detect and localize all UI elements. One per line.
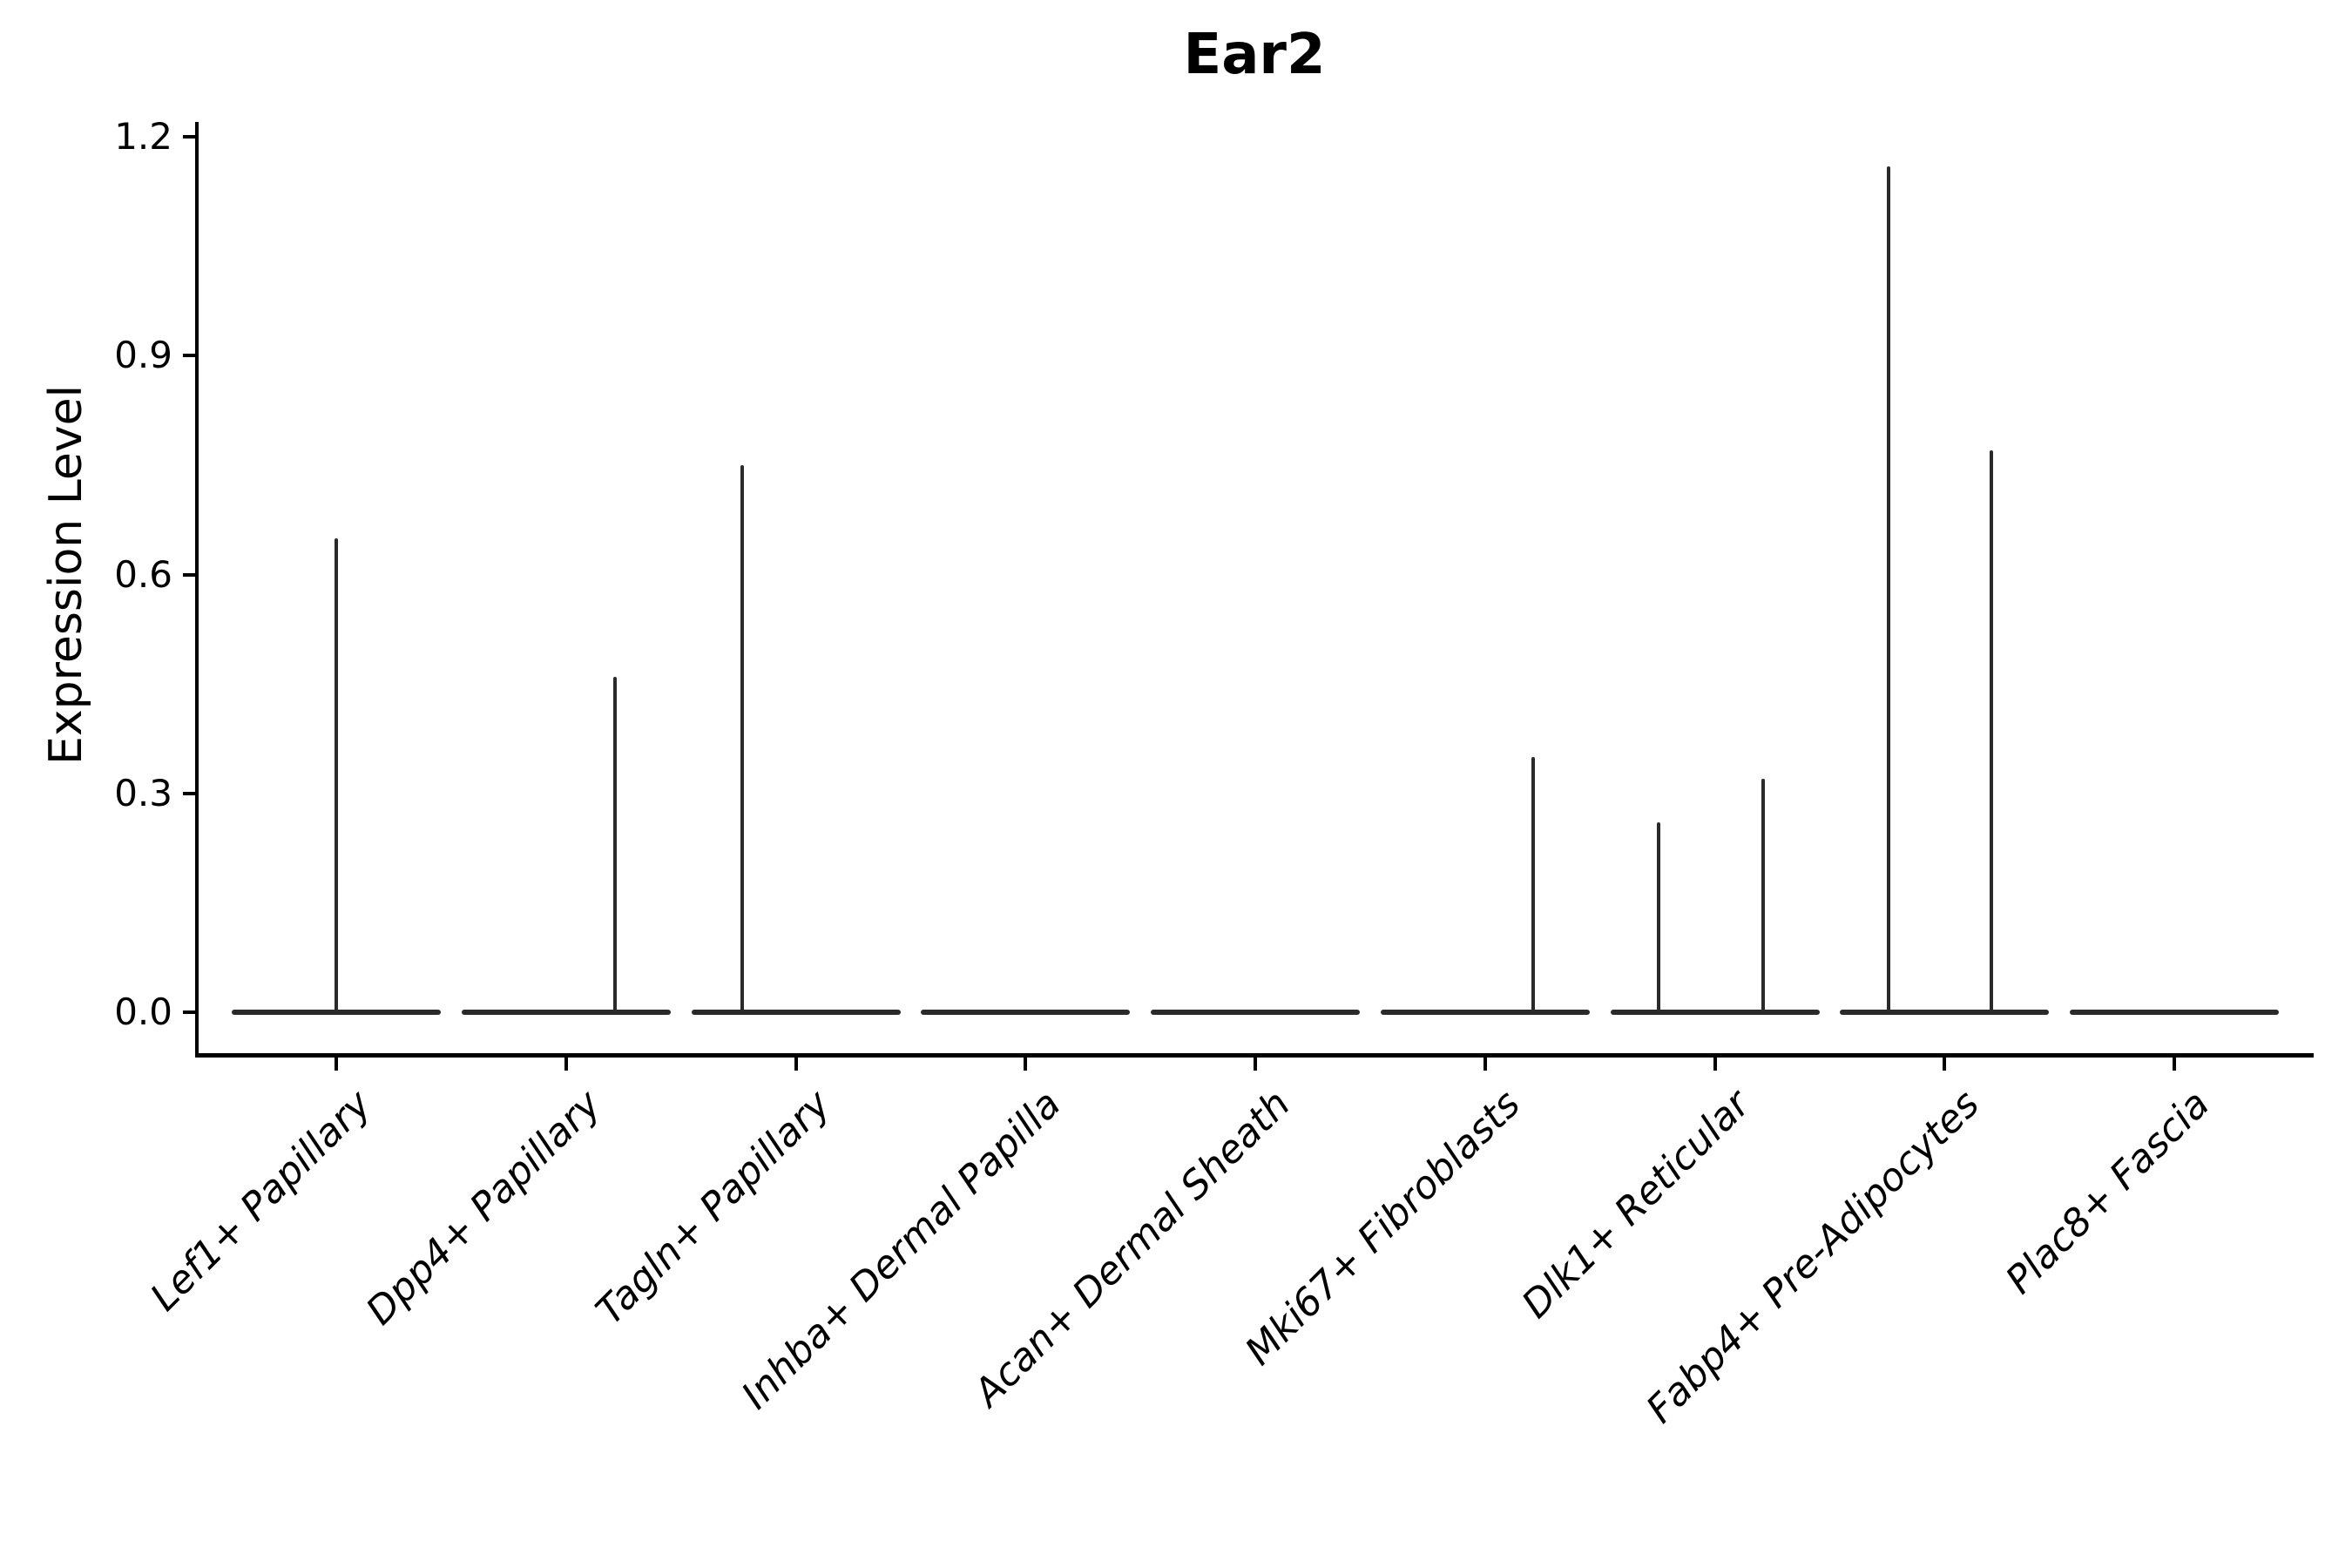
x-tick-label: Lef1+ Papillary [141,1081,380,1320]
y-tick [183,135,195,139]
x-tick [1254,1058,1257,1071]
y-tick [183,354,195,358]
y-tick-label: 0.0 [114,990,172,1033]
y-axis-spine [195,122,199,1058]
x-tick-label: Tagln+ Papillary [587,1081,840,1334]
violin-spike [740,464,744,1015]
violin-spike [335,537,338,1015]
violin-base-bar [921,1010,1131,1015]
chart-title: Ear2 [1183,23,1326,87]
violin-base-bar [691,1010,901,1015]
x-tick [2173,1058,2176,1071]
violin-spike [1887,166,1891,1015]
violin-base-bar [1610,1010,1820,1015]
violin-base-bar [1151,1010,1360,1015]
violin-base-bar [461,1010,671,1015]
violin-spike [613,676,618,1015]
y-tick [183,791,195,795]
x-tick [1943,1058,1947,1071]
violin-spike [1531,756,1536,1015]
violin-spike [1990,450,1994,1015]
x-tick-label: Dpp4+ Papillary [357,1081,610,1334]
x-tick [564,1058,568,1071]
x-tick [1483,1058,1487,1071]
x-tick [794,1058,798,1071]
x-tick [1024,1058,1028,1071]
violin-spike [1657,822,1661,1015]
violin-base-bar [2070,1010,2279,1015]
x-axis-spine [195,1053,2314,1058]
violin-base-bar [1380,1010,1590,1015]
y-tick-label: 0.3 [114,771,172,814]
x-tick-label: Plac8+ Fascia [1997,1081,2218,1303]
y-tick [183,572,195,577]
x-tick [335,1058,338,1071]
violin-base-bar [1840,1010,2050,1015]
violin-spike [1761,779,1765,1015]
x-tick-label: Dlk1+ Reticular [1513,1081,1759,1328]
y-tick-label: 1.2 [114,115,172,158]
y-axis-label: Expression Level [40,384,92,766]
x-tick [1713,1058,1717,1071]
y-tick [183,1010,195,1014]
y-tick-label: 0.9 [114,334,172,377]
y-tick-label: 0.6 [114,552,172,596]
